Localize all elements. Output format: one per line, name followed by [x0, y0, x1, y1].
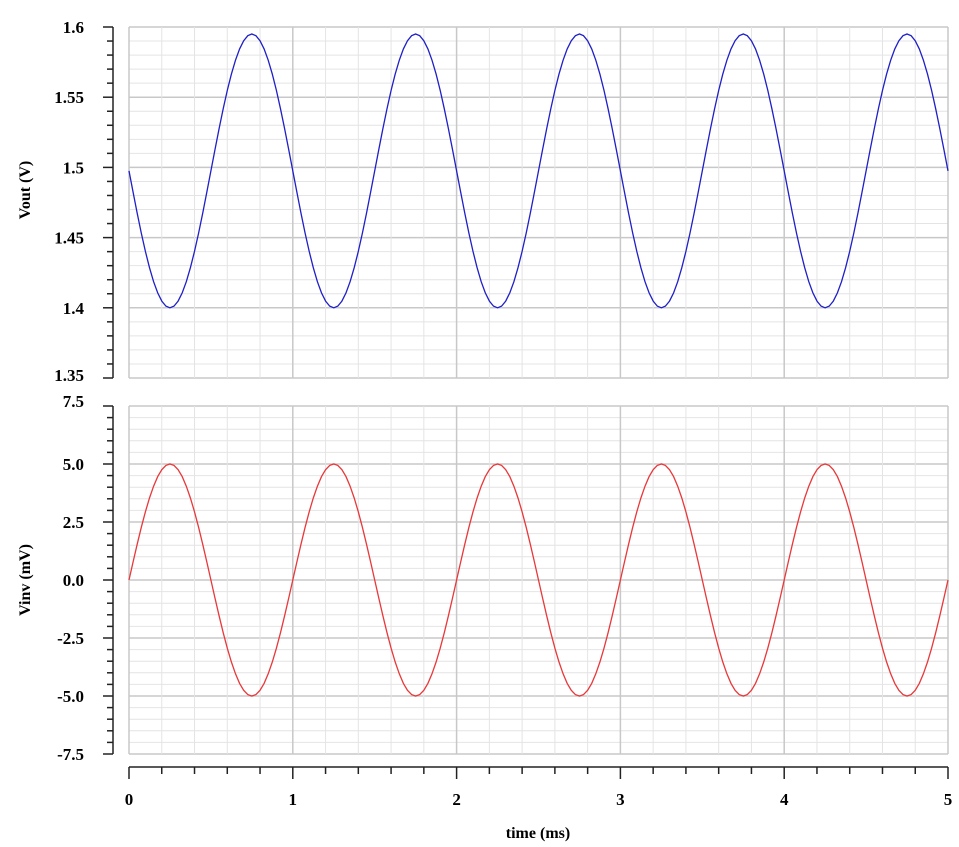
x-tick-label: 4 [780, 790, 789, 809]
vinv-panel: 7.5 5.0 2.5 0.0 -2.5 -5.0 -7.5 [57, 392, 949, 764]
x-tick-label: 2 [452, 790, 461, 809]
y-tick-label: 2.5 [63, 513, 84, 532]
time-axis-label: time (ms) [506, 825, 570, 842]
y-tick-label: 1.5 [63, 158, 84, 177]
x-tick-label: 5 [944, 790, 953, 809]
y-tick-label: 7.5 [63, 392, 84, 411]
y-tick-label: 5.0 [63, 455, 84, 474]
vout-panel: 1.6 1.55 1.5 1.45 1.4 1.35 [54, 18, 949, 385]
time-axis: 0 1 2 3 4 5 [125, 766, 953, 809]
vout-axis-label: Vout (V) [17, 161, 34, 220]
y-tick-label: 1.35 [54, 366, 84, 385]
y-tick-label: 1.6 [63, 18, 84, 37]
y-tick-label: 1.4 [63, 299, 85, 318]
y-tick-label: -7.5 [57, 745, 84, 764]
y-tick-label: 1.45 [54, 229, 84, 248]
vout-trace [128, 33, 949, 309]
y-tick-label: 1.55 [54, 88, 84, 107]
x-tick-label: 0 [125, 790, 134, 809]
x-tick-label: 1 [289, 790, 298, 809]
y-tick-label: -2.5 [57, 629, 84, 648]
vinv-trace [128, 463, 949, 697]
vinv-axis-label: Vinv (mV) [17, 544, 34, 616]
y-tick-label: 0.0 [63, 571, 84, 590]
x-tick-label: 3 [616, 790, 625, 809]
y-tick-label: -5.0 [57, 687, 84, 706]
